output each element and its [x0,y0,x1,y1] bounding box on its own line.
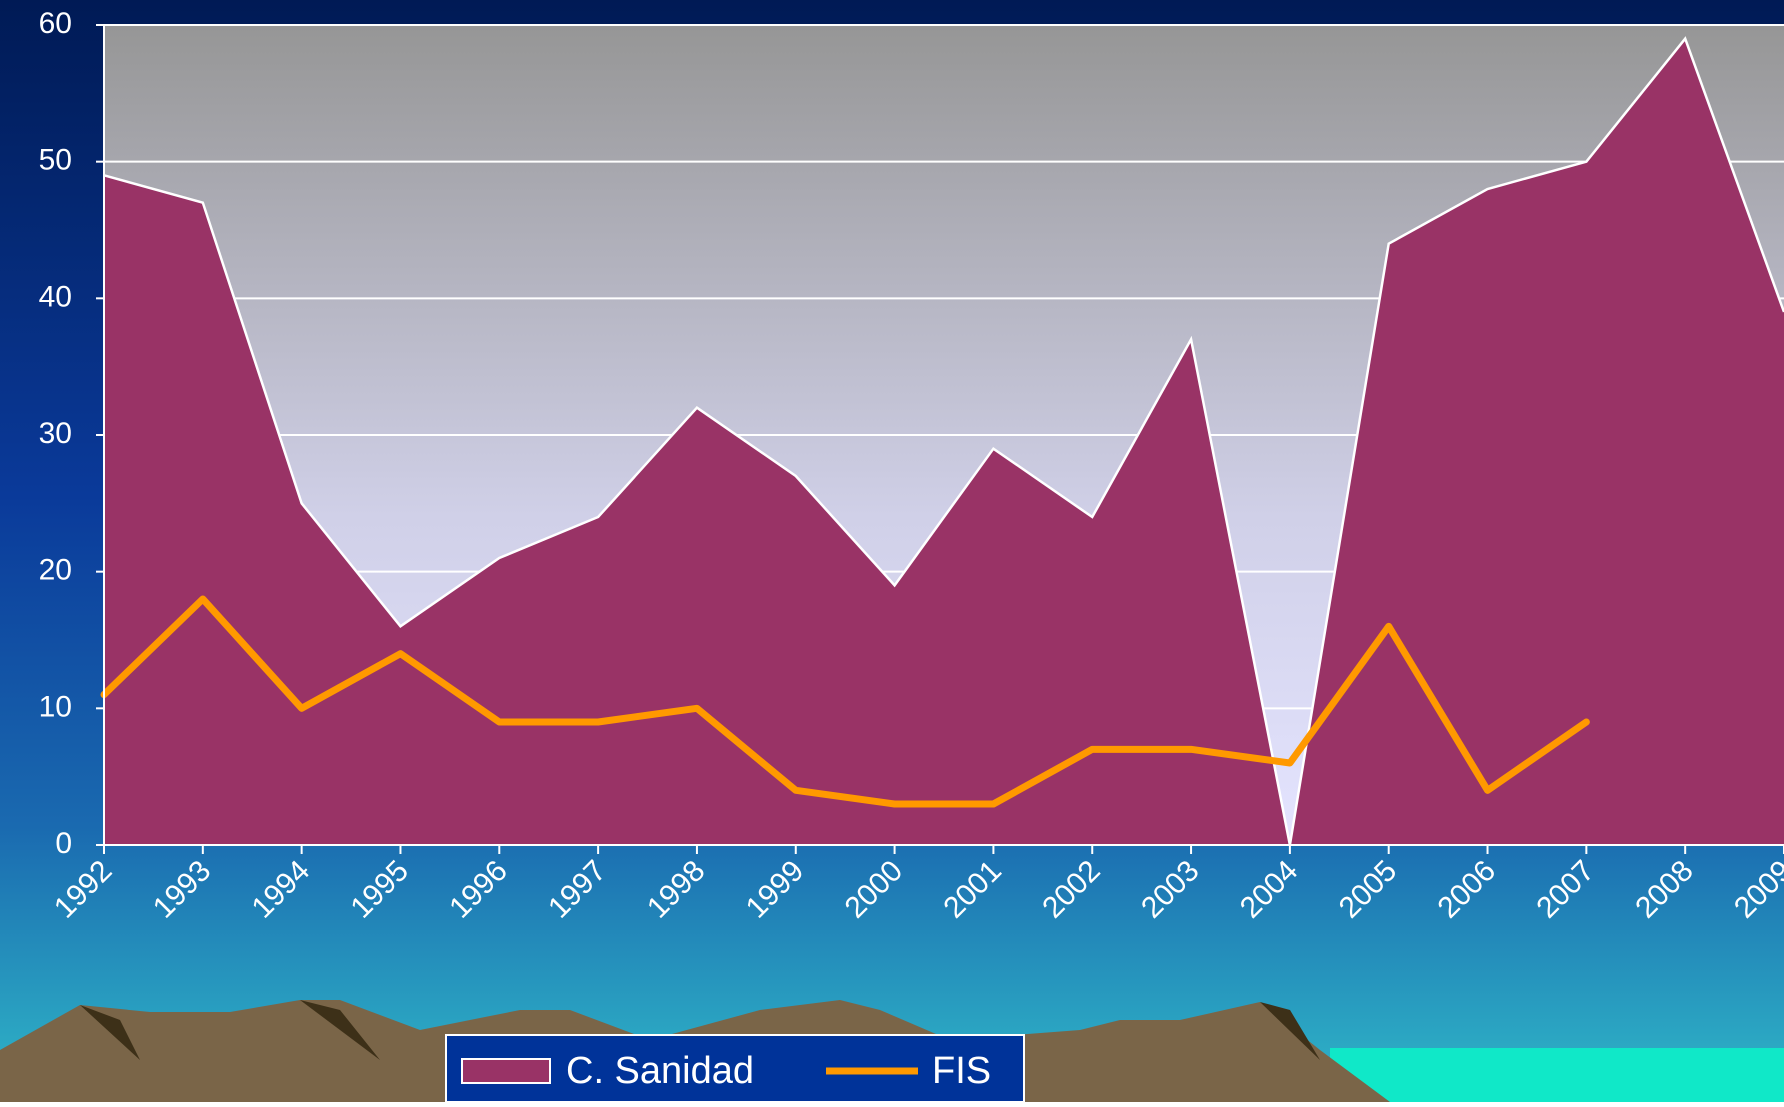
y-tick-label: 0 [55,827,72,860]
legend-swatch [461,1058,551,1084]
decor [1330,1048,1784,1102]
area-fill [104,38,1784,845]
line [100,595,1590,808]
y-tick-label: 10 [39,690,72,723]
legend-label: C. Sanidad [566,1050,754,1092]
y-tick-label: 20 [39,554,72,587]
y-tick-label: 40 [39,280,72,313]
y-tick-label: 30 [39,417,72,450]
y-tick-label: 50 [39,144,72,177]
area-outline [103,36,1784,846]
y-tick-label: 60 [39,7,72,40]
legend-label: FIS [932,1050,991,1092]
